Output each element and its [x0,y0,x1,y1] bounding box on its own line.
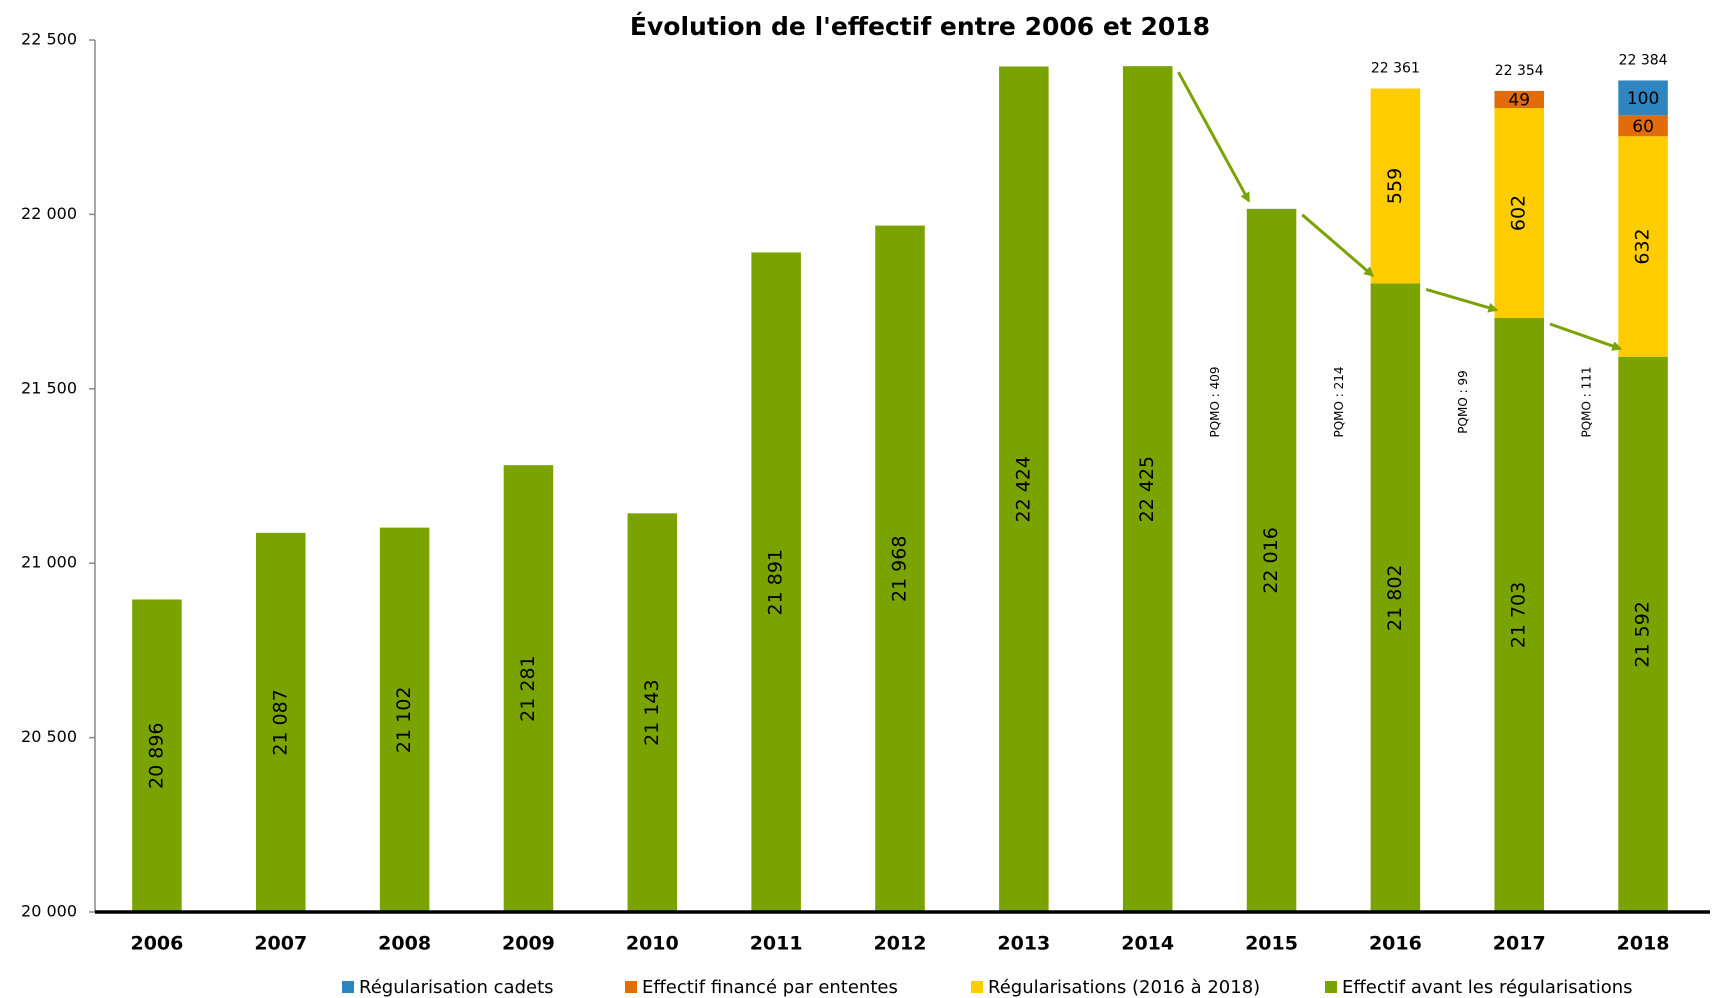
x-tick-label: 2011 [750,933,803,955]
y-tick-label: 22 000 [21,204,77,223]
value-label: 21 087 [269,689,291,755]
bar-segment [1618,136,1668,357]
legend-label: Effectif financé par ententes [642,977,898,998]
annotation: PQMO : 111 [1580,366,1594,437]
legend-swatch [971,981,983,993]
value-label: 22 016 [1260,527,1282,593]
annotation: PQMO : 409 [1208,366,1222,437]
arrow [1549,322,1623,351]
x-tick-label: 2012 [874,933,927,955]
x-tick-label: 2018 [1617,933,1670,955]
value-label: 21 592 [1632,601,1654,667]
legend-label: Effectif avant les régularisations [1342,977,1633,998]
legend-swatch [342,981,354,993]
x-tick-label: 2013 [997,933,1050,955]
chart-title: Évolution de l'effectif entre 2006 et 20… [630,12,1210,41]
value-label: 21 703 [1508,582,1530,648]
bar-segment [1494,317,1544,912]
x-tick-label: 2017 [1493,933,1546,955]
bar-segment [503,465,554,912]
x-tick-label: 2010 [626,933,679,955]
annotation: PQMO : 214 [1332,366,1346,437]
bar-segment [1618,80,1668,116]
x-tick-label: 2016 [1369,933,1422,955]
legend-swatch [1325,981,1337,993]
value-label: 20 896 [145,722,167,788]
y-tick-label: 22 500 [21,30,77,49]
value-label: 632 [1632,228,1654,264]
arrow [1301,213,1375,277]
value-label: 100 [1627,89,1659,109]
arrow [1425,288,1499,313]
x-tick-label: 2008 [378,933,431,955]
bar-segment [751,252,801,913]
x-tick-label: 2007 [254,933,307,955]
total-label: 22 361 [1371,60,1420,76]
legend-label: Régularisations (2016 à 2018) [988,977,1260,998]
value-label: 21 281 [517,655,539,721]
bar-segment [1246,208,1297,912]
value-label: 22 424 [1012,456,1034,522]
annotation: PQMO : 99 [1456,370,1470,433]
value-label: 21 102 [393,687,415,753]
total-label: 22 384 [1619,52,1668,68]
y-tick-label: 21 500 [21,378,77,397]
legend-label: Régularisation cadets [359,977,554,998]
y-tick-label: 20 500 [21,727,77,746]
bar-segment [1370,88,1421,284]
bar-segment [999,66,1049,913]
value-label: 21 968 [889,536,911,602]
bar-segment [379,527,430,912]
bar-segment [1494,90,1544,109]
legend-swatch [625,981,637,993]
value-label: 559 [1384,168,1406,204]
total-label: 22 354 [1495,63,1544,79]
bar-segment [1370,283,1421,912]
bar-segment [1618,356,1668,912]
value-label: 22 425 [1136,456,1158,522]
value-label: 21 802 [1384,564,1406,630]
x-tick-label: 2015 [1245,933,1298,955]
value-label: 602 [1508,195,1530,231]
arrow [1177,71,1251,203]
bar-segment [132,599,182,912]
bar-segment [1494,108,1544,318]
value-label: 21 891 [765,549,787,615]
value-label: 60 [1632,117,1654,137]
y-tick-label: 20 000 [21,902,77,921]
x-tick-label: 2006 [130,933,183,955]
bar-segment [627,513,678,912]
y-tick-label: 21 000 [21,553,77,572]
bar-segment [875,225,925,913]
x-tick-label: 2009 [502,933,555,955]
x-tick-label: 2014 [1121,933,1174,955]
value-label: 21 143 [641,679,663,745]
bar-segment [1618,115,1668,137]
bar-segment [256,532,306,912]
bar-segment [1122,66,1173,912]
value-label: 49 [1508,90,1530,110]
